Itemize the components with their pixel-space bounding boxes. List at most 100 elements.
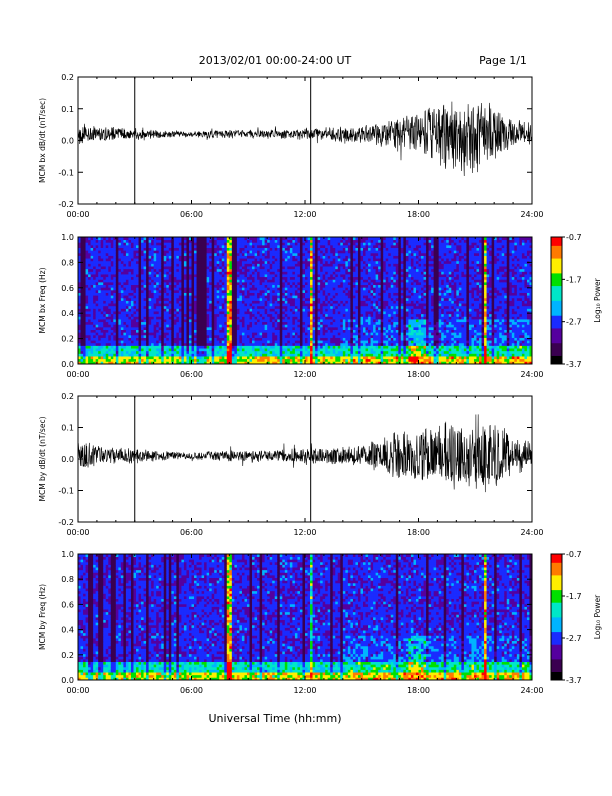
spectrogram-cell: [174, 271, 177, 274]
spectrogram-cell: [128, 245, 131, 248]
spectrogram-cell: [300, 298, 303, 301]
spectrogram-cell: [161, 290, 164, 293]
spectrogram-cell: [265, 279, 268, 282]
spectrogram-cell: [302, 269, 305, 272]
spectrogram-cell: [272, 324, 275, 327]
spectrogram-cell: [209, 242, 212, 245]
spectrogram-cell: [111, 277, 114, 280]
spectrogram-cell: [224, 351, 227, 354]
spectrogram-cell: [121, 298, 124, 301]
spectrogram-cell: [224, 338, 227, 341]
spectrogram-cell: [202, 287, 205, 290]
spectrogram-cell: [315, 345, 318, 348]
spectrogram-cell: [234, 319, 237, 322]
spectrogram-cell: [305, 253, 308, 256]
spectrogram-cell: [308, 348, 311, 351]
spectrogram-cell: [81, 256, 84, 259]
spectrogram-cell: [300, 332, 303, 335]
spectrogram-cell: [189, 301, 192, 304]
spectrogram-cell: [204, 266, 207, 269]
spectrogram-cell: [219, 261, 222, 264]
spectrogram-cell: [282, 248, 285, 251]
spectrogram-cell: [255, 306, 258, 309]
spectrogram-cell: [106, 266, 109, 269]
spectrogram-cell: [207, 266, 210, 269]
spectrogram-cell: [214, 338, 217, 341]
spectrogram-cell: [154, 316, 157, 319]
spectrogram-cell: [222, 348, 225, 351]
spectrogram-cell: [305, 279, 308, 282]
spectrogram-cell: [113, 314, 116, 317]
spectrogram-cell: [96, 319, 99, 322]
spectrogram-cell: [255, 327, 258, 330]
spectrogram-cell: [141, 279, 144, 282]
spectrogram-cell: [159, 316, 162, 319]
spectrogram-cell: [116, 295, 119, 298]
spectrogram-cell: [315, 298, 318, 301]
spectrogram-cell: [287, 290, 290, 293]
spectrogram-cell: [103, 258, 106, 261]
spectrogram-cell: [96, 250, 99, 253]
spectrogram-cell: [184, 340, 187, 343]
spectrogram-cell: [189, 242, 192, 245]
spectrogram-cell: [98, 340, 101, 343]
spectrogram-cell: [287, 306, 290, 309]
spectrogram-cell: [287, 322, 290, 325]
spectrogram-cell: [277, 290, 280, 293]
spectrogram-cell: [257, 242, 260, 245]
spectrogram-cell: [300, 316, 303, 319]
spectrogram-cell: [126, 332, 129, 335]
spectrogram-cell: [267, 240, 270, 243]
spectrogram-cell: [86, 322, 89, 325]
spectrogram-cell: [330, 266, 333, 269]
spectrogram-cell: [270, 269, 273, 272]
spectrogram-cell: [313, 248, 316, 251]
spectrogram-cell: [151, 266, 154, 269]
spectrogram-cell: [151, 340, 154, 343]
spectrogram-cell: [181, 279, 184, 282]
spectrogram-cell: [81, 240, 84, 243]
spectrogram-cell: [141, 306, 144, 309]
spectrogram-cell: [154, 298, 157, 301]
spectrogram-cell: [116, 274, 119, 277]
spectrogram-cell: [121, 253, 124, 256]
spectrogram-cell: [111, 282, 114, 285]
spectrogram-cell: [113, 338, 116, 341]
spectrogram-cell: [184, 308, 187, 311]
spectrogram-cell: [197, 245, 200, 248]
spectrogram-cell: [292, 285, 295, 288]
spectrogram-cell: [308, 242, 311, 245]
spectrogram-cell: [297, 303, 300, 306]
spectrogram-cell: [265, 359, 268, 362]
spectrogram-cell: [260, 308, 263, 311]
spectrogram-cell: [131, 242, 134, 245]
spectrogram-cell: [179, 308, 182, 311]
spectrogram-cell: [214, 256, 217, 259]
spectrogram-cell: [133, 282, 136, 285]
spectrogram-cell: [136, 314, 139, 317]
spectrogram-cell: [164, 351, 167, 354]
spectrogram-cell: [139, 345, 142, 348]
spectrogram-cell: [103, 253, 106, 256]
spectrogram-cell: [224, 306, 227, 309]
spectrogram-cell: [126, 345, 129, 348]
spectrogram-cell: [199, 258, 202, 261]
spectrogram-cell: [313, 271, 316, 274]
spectrogram-cell: [86, 314, 89, 317]
spectrogram-cell: [292, 298, 295, 301]
spectrogram-cell: [224, 356, 227, 359]
spectrogram-cell: [101, 271, 104, 274]
spectrogram-cell: [133, 269, 136, 272]
spectrogram-cell: [234, 324, 237, 327]
spectrogram-cell: [128, 330, 131, 333]
spectrogram-cell: [239, 271, 242, 274]
spectrogram-cell: [204, 351, 207, 354]
spectrogram-cell: [181, 303, 184, 306]
spectrogram-cell: [154, 327, 157, 330]
spectrogram-cell: [252, 319, 255, 322]
spectrogram-cell: [323, 261, 326, 264]
spectrogram-cell: [277, 266, 280, 269]
spectrogram-cell: [141, 242, 144, 245]
spectrogram-cell: [325, 269, 328, 272]
spectrogram-cell: [98, 332, 101, 335]
